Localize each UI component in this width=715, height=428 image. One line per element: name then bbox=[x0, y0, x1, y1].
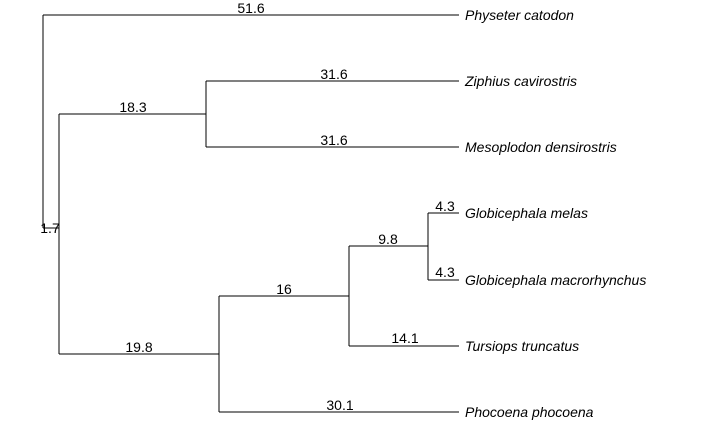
tip-label: Tursiops truncatus bbox=[465, 338, 579, 354]
branch-length-label: 51.6 bbox=[237, 0, 264, 16]
tip-label: Globicephala melas bbox=[465, 205, 588, 221]
branch-length-label: 30.1 bbox=[326, 397, 353, 413]
tip-label: Mesoplodon densirostris bbox=[465, 139, 617, 155]
branch-length-label: 31.6 bbox=[320, 66, 347, 82]
branch-length-label: 18.3 bbox=[119, 99, 146, 115]
branch-length-labels: 51.6 1.7 18.3 31.6 31.6 19.8 16 9.8 4.3 4.3 14.1 30… bbox=[40, 0, 455, 413]
branch-length-label: 14.1 bbox=[391, 330, 418, 346]
branch-length-label: 16 bbox=[276, 281, 292, 297]
branch-length-label: 9.8 bbox=[378, 231, 398, 247]
tree-branches bbox=[42, 14, 459, 413]
branch-length-label: 19.8 bbox=[125, 339, 152, 355]
branch-length-label: 31.6 bbox=[320, 132, 347, 148]
branch-length-label: 4.3 bbox=[435, 198, 455, 214]
tip-labels: Physeter catodon Ziphius cavirostris Mesop… bbox=[464, 7, 646, 420]
tip-label: Ziphius cavirostris bbox=[464, 73, 577, 89]
tip-label: Globicephala macrorhynchus bbox=[465, 272, 646, 288]
branch-length-label: 1.7 bbox=[40, 220, 60, 236]
tip-label: Physeter catodon bbox=[465, 7, 574, 23]
branch-length-label: 4.3 bbox=[435, 264, 455, 280]
tip-label: Phocoena phocoena bbox=[465, 404, 594, 420]
